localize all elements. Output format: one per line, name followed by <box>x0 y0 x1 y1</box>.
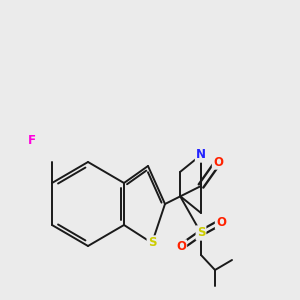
Text: O: O <box>176 241 186 254</box>
Text: O: O <box>213 155 223 169</box>
Text: N: N <box>196 148 206 161</box>
Text: S: S <box>148 236 156 250</box>
Text: O: O <box>216 215 226 229</box>
Text: F: F <box>28 134 36 146</box>
Text: S: S <box>197 226 205 239</box>
